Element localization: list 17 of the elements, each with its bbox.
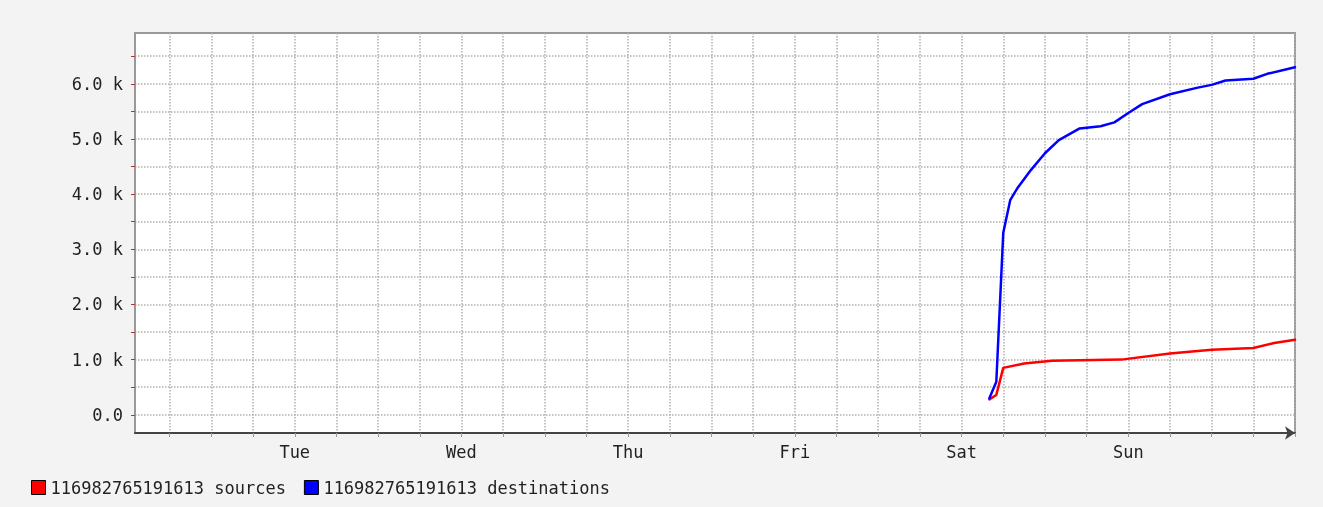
x-tick-label: Thu	[612, 441, 644, 462]
y-tick-label: 2.0 k	[71, 294, 123, 315]
x-tick-label: Fri	[779, 441, 811, 462]
x-tick-label: Wed	[446, 441, 477, 462]
x-tick-label: Sat	[946, 441, 977, 462]
y-tick-label: 5.0 k	[71, 128, 123, 149]
y-tick-label: 4.0 k	[71, 184, 123, 205]
line-series	[988, 65, 1297, 400]
x-tick-label: Tue	[279, 441, 311, 462]
y-tick-label: 1.0 k	[71, 349, 123, 370]
y-tick-label: 3.0 k	[71, 239, 123, 260]
line-series	[988, 338, 1297, 401]
y-tick-label: 0.0	[92, 404, 123, 425]
y-tick-label: 6.0 k	[71, 73, 123, 94]
x-tick-label: Sun	[1112, 441, 1144, 462]
legend-label: 116982765191613 sources	[50, 477, 286, 498]
legend-label: 116982765191613 destinations	[323, 477, 610, 498]
